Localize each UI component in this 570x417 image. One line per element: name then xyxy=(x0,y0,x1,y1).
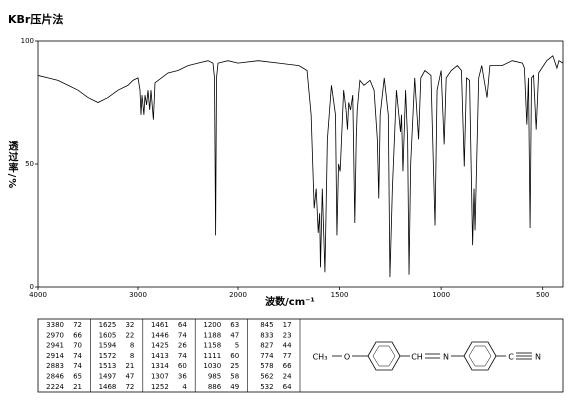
peak-transmittance: 36 xyxy=(178,373,187,381)
peak-wavenumber: 1446 xyxy=(151,331,169,339)
peak-transmittance: 74 xyxy=(73,362,82,370)
peak-wavenumber: 2846 xyxy=(46,373,64,381)
x-tick-label: 4000 xyxy=(29,291,47,299)
y-tick-label: 0 xyxy=(30,283,34,291)
peak-transmittance: 70 xyxy=(73,342,82,350)
peak-wavenumber: 1625 xyxy=(99,321,117,329)
peak-wavenumber: 1158 xyxy=(203,342,221,350)
peak-wavenumber: 3380 xyxy=(46,321,64,329)
peak-wavenumber: 774 xyxy=(260,352,274,360)
peak-transmittance: 44 xyxy=(283,342,292,350)
peak-transmittance: 47 xyxy=(125,373,134,381)
peak-wavenumber: 2883 xyxy=(46,362,64,370)
peak-transmittance: 47 xyxy=(230,331,239,339)
ring-inner xyxy=(372,345,396,367)
atom-label: O xyxy=(344,353,350,362)
y-tick-label: 50 xyxy=(25,160,34,168)
peak-transmittance: 21 xyxy=(125,362,134,370)
peak-wavenumber: 1468 xyxy=(99,383,117,391)
peak-transmittance: 74 xyxy=(178,352,187,360)
peak-transmittance: 26 xyxy=(178,342,187,350)
peak-wavenumber: 1200 xyxy=(203,321,221,329)
peak-wavenumber: 1188 xyxy=(203,331,221,339)
peak-transmittance: 5 xyxy=(235,342,239,350)
peak-transmittance: 72 xyxy=(125,383,134,391)
peak-transmittance: 66 xyxy=(73,331,82,339)
peak-transmittance: 58 xyxy=(230,373,239,381)
peak-transmittance: 65 xyxy=(73,373,82,381)
peak-wavenumber: 1252 xyxy=(151,383,169,391)
peak-wavenumber: 1513 xyxy=(99,362,117,370)
peak-wavenumber: 562 xyxy=(260,373,273,381)
plot-frame xyxy=(37,40,564,288)
x-tick-label: 500 xyxy=(536,291,549,299)
peak-wavenumber: 1111 xyxy=(203,352,221,360)
peak-wavenumber: 1594 xyxy=(99,342,117,350)
peak-transmittance: 49 xyxy=(230,383,239,391)
peak-wavenumber: 1497 xyxy=(99,373,117,381)
peak-transmittance: 77 xyxy=(283,352,292,360)
peak-transmittance: 17 xyxy=(283,321,292,329)
peak-wavenumber: 1307 xyxy=(151,373,169,381)
atom-label: CH₃ xyxy=(313,353,328,362)
peak-transmittance: 64 xyxy=(283,383,292,391)
x-tick-label: 1000 xyxy=(432,291,450,299)
peak-transmittance: 8 xyxy=(130,352,134,360)
peak-transmittance: 4 xyxy=(182,383,187,391)
structure xyxy=(332,341,532,371)
peak-wavenumber: 2914 xyxy=(46,352,64,360)
peak-wavenumber: 1030 xyxy=(203,362,221,370)
peak-wavenumber: 2941 xyxy=(46,342,64,350)
atom-label: CH xyxy=(411,353,423,362)
y-tick-label: 100 xyxy=(21,37,34,45)
atom-label: N xyxy=(443,353,449,362)
chart-title: KBr压片法 xyxy=(8,12,63,26)
spectrum-line xyxy=(37,55,564,278)
peak-transmittance: 25 xyxy=(230,362,239,370)
ring-inner xyxy=(468,345,492,367)
peak-wavenumber: 1413 xyxy=(151,352,169,360)
peak-wavenumber: 1605 xyxy=(99,331,117,339)
atom-label: N xyxy=(535,353,541,362)
peak-wavenumber: 833 xyxy=(260,331,273,339)
peak-transmittance: 32 xyxy=(125,321,134,329)
peak-transmittance: 66 xyxy=(283,362,292,370)
peak-transmittance: 74 xyxy=(73,352,82,360)
peak-wavenumber: 1461 xyxy=(151,321,169,329)
peak-transmittance: 60 xyxy=(178,362,187,370)
peak-transmittance: 21 xyxy=(73,383,82,391)
peak-wavenumber: 985 xyxy=(208,373,221,381)
peak-wavenumber: 1425 xyxy=(151,342,169,350)
peak-wavenumber: 827 xyxy=(260,342,273,350)
peak-wavenumber: 886 xyxy=(208,383,222,391)
peak-transmittance: 63 xyxy=(230,321,239,329)
peak-wavenumber: 1314 xyxy=(151,362,169,370)
peak-transmittance: 64 xyxy=(178,321,187,329)
atom-label: C xyxy=(508,353,514,362)
peak-wavenumber: 1572 xyxy=(99,352,117,360)
peak-wavenumber: 578 xyxy=(260,362,273,370)
peak-transmittance: 23 xyxy=(283,331,292,339)
peak-transmittance: 72 xyxy=(73,321,82,329)
peak-wavenumber: 2970 xyxy=(46,331,64,339)
peak-transmittance: 74 xyxy=(178,331,187,339)
peak-transmittance: 8 xyxy=(130,342,134,350)
x-tick-label: 1500 xyxy=(331,291,349,299)
peak-transmittance: 24 xyxy=(283,373,292,381)
x-tick-label: 2000 xyxy=(229,291,247,299)
peak-wavenumber: 2224 xyxy=(46,383,64,391)
x-axis-label: 波数/cm⁻¹ xyxy=(265,295,315,308)
y-axis-label: 透过率/% xyxy=(6,139,18,189)
table-frame xyxy=(37,318,564,393)
peak-wavenumber: 845 xyxy=(260,321,273,329)
peak-transmittance: 60 xyxy=(230,352,239,360)
x-tick-label: 3000 xyxy=(129,291,147,299)
peak-transmittance: 22 xyxy=(125,331,134,339)
peak-wavenumber: 532 xyxy=(260,383,273,391)
